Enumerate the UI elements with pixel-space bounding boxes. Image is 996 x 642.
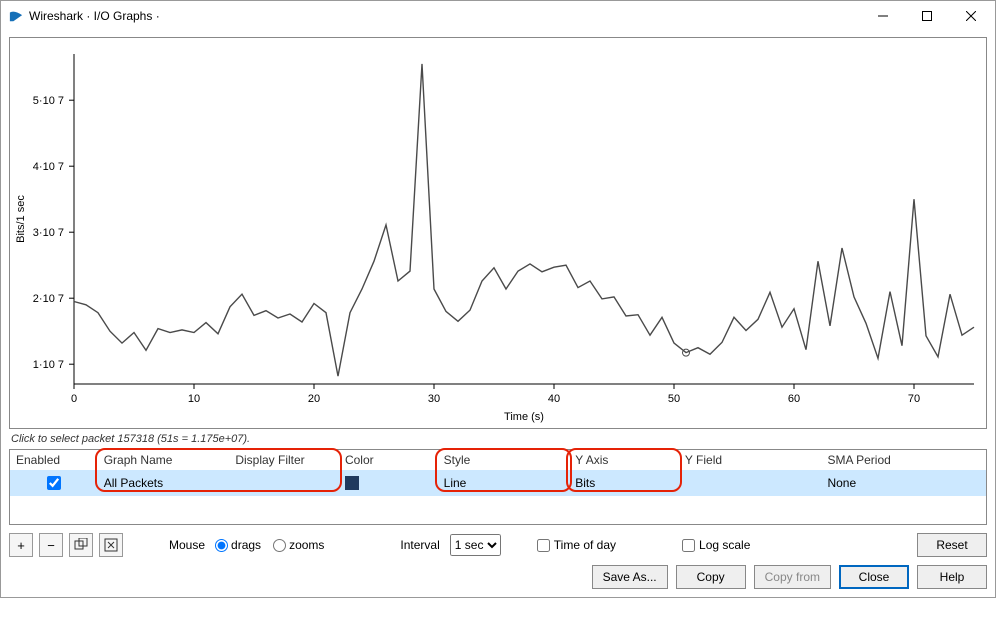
chart-frame: 1·10 7 2·10 7 3·10 7 4·10 7 5·10 7 0 10 20 30 40 5… xyxy=(9,37,987,429)
series-table[interactable]: EnabledGraph NameDisplay FilterColorStyl… xyxy=(9,449,987,525)
svg-text:Bits/1 sec: Bits/1 sec xyxy=(15,195,27,243)
mouse-zooms-radio[interactable]: zooms xyxy=(273,538,324,552)
maximize-button[interactable] xyxy=(905,1,949,31)
svg-text:60: 60 xyxy=(788,393,800,405)
series-style[interactable]: Line xyxy=(438,470,570,496)
svg-text:1·10 7: 1·10 7 xyxy=(33,359,64,371)
series-y-field[interactable] xyxy=(679,470,822,496)
svg-text:20: 20 xyxy=(308,393,320,405)
toolbar: + − Mouse drags zooms Interval 1 sec xyxy=(9,525,987,559)
close-button[interactable]: Close xyxy=(839,565,909,589)
svg-text:10: 10 xyxy=(188,393,200,405)
series-graph-name[interactable]: All Packets xyxy=(98,470,230,496)
close-window-button[interactable] xyxy=(949,1,993,31)
copy-button[interactable]: Copy xyxy=(676,565,746,589)
status-text: Click to select packet 157318 (51s = 1.1… xyxy=(9,429,987,449)
series-y-axis[interactable]: Bits xyxy=(569,470,679,496)
svg-text:3·10 7: 3·10 7 xyxy=(33,227,64,239)
column-header[interactable]: Color xyxy=(339,450,438,470)
series-enabled-checkbox[interactable] xyxy=(47,476,61,490)
column-header[interactable]: Y Axis xyxy=(569,450,679,470)
table-row[interactable]: All Packets LineBits None xyxy=(10,470,986,496)
interval-select[interactable]: 1 sec xyxy=(450,534,501,556)
svg-text:50: 50 xyxy=(668,393,680,405)
column-header[interactable]: Display Filter xyxy=(229,450,339,470)
remove-series-button[interactable]: − xyxy=(39,533,63,557)
save-as-button[interactable]: Save As... xyxy=(592,565,668,589)
series-display-filter[interactable] xyxy=(229,470,339,496)
io-graph-chart[interactable]: 1·10 7 2·10 7 3·10 7 4·10 7 5·10 7 0 10 20 30 40 5… xyxy=(10,48,986,428)
help-button[interactable]: Help xyxy=(917,565,987,589)
svg-text:2·10 7: 2·10 7 xyxy=(33,293,64,305)
svg-text:4·10 7: 4·10 7 xyxy=(33,161,64,173)
wireshark-icon xyxy=(9,9,23,23)
clear-series-button[interactable] xyxy=(99,533,123,557)
svg-text:30: 30 xyxy=(428,393,440,405)
titlebar: Wireshark · I/O Graphs · xyxy=(1,1,995,31)
column-header[interactable]: Style xyxy=(438,450,570,470)
add-series-button[interactable]: + xyxy=(9,533,33,557)
series-color-swatch[interactable] xyxy=(345,476,359,490)
svg-text:70: 70 xyxy=(908,393,920,405)
log-scale-checkbox[interactable]: Log scale xyxy=(682,538,750,552)
content-area: 1·10 7 2·10 7 3·10 7 4·10 7 5·10 7 0 10 20 30 40 5… xyxy=(1,31,995,597)
mouse-label: Mouse xyxy=(169,538,205,552)
svg-text:5·10 7: 5·10 7 xyxy=(33,95,64,107)
column-header[interactable]: Enabled xyxy=(10,450,98,470)
dialog-buttons: Save As... Copy Copy from Close Help xyxy=(9,559,987,589)
column-header[interactable]: Y Field xyxy=(679,450,822,470)
svg-text:Time (s): Time (s) xyxy=(504,411,544,423)
minimize-button[interactable] xyxy=(861,1,905,31)
duplicate-series-button[interactable] xyxy=(69,533,93,557)
window-title: Wireshark · I/O Graphs · xyxy=(29,9,160,23)
window: Wireshark · I/O Graphs · 1·10 7 2·10 7 3·1… xyxy=(0,0,996,598)
series-sma-period[interactable]: None xyxy=(821,470,986,496)
interval-label: Interval xyxy=(400,538,439,552)
time-of-day-checkbox[interactable]: Time of day xyxy=(537,538,616,552)
svg-text:40: 40 xyxy=(548,393,560,405)
column-header[interactable]: SMA Period xyxy=(821,450,986,470)
column-header[interactable]: Graph Name xyxy=(98,450,230,470)
reset-button[interactable]: Reset xyxy=(917,533,987,557)
svg-text:0: 0 xyxy=(71,393,77,405)
copy-from-button[interactable]: Copy from xyxy=(754,565,831,589)
mouse-drags-radio[interactable]: drags xyxy=(215,538,261,552)
